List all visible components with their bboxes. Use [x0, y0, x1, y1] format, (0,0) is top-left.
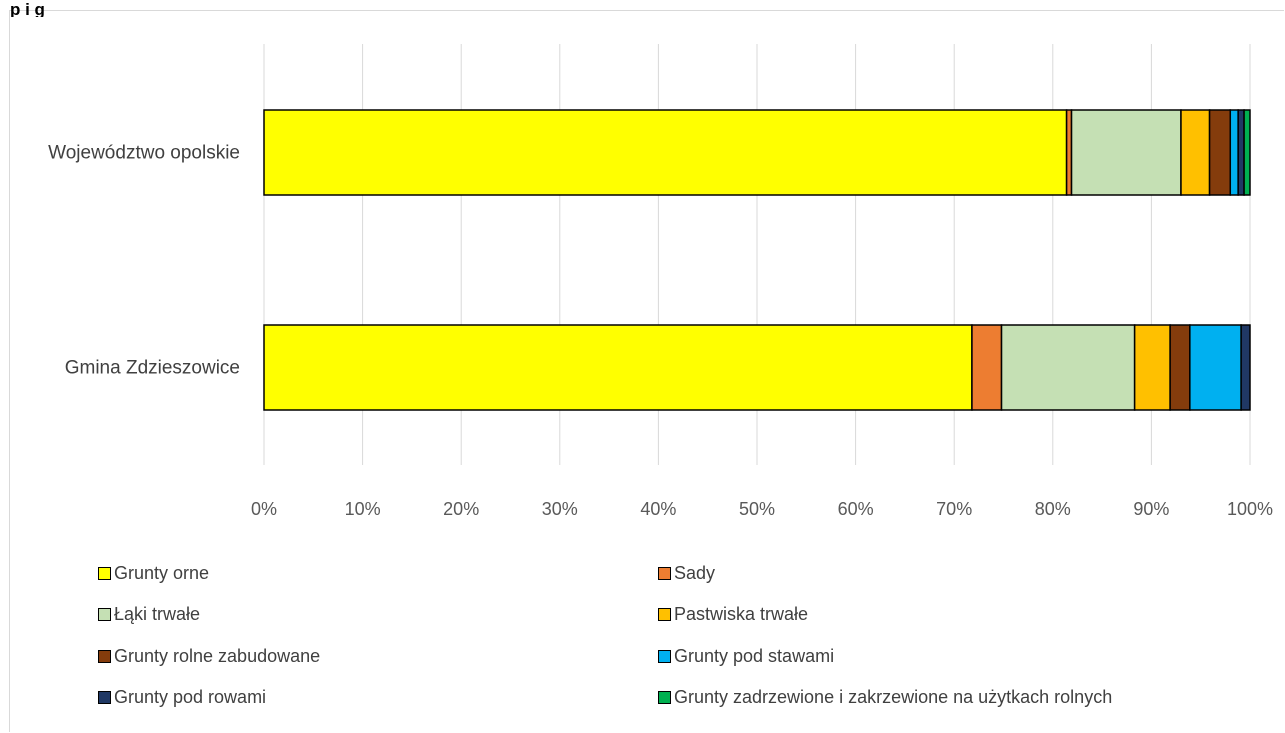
- stacked-bar-chart: Województwo opolskie Gmina Zdzieszowice 0…: [48, 44, 1273, 519]
- x-tick-labels: 0% 10% 20% 30% 40% 50% 60% 70% 80% 90% 100%: [251, 499, 1273, 519]
- legend-swatch: [98, 566, 111, 580]
- bars: [263, 109, 1251, 411]
- x-tick-label: 90%: [1133, 499, 1169, 519]
- x-tick-label: 80%: [1035, 499, 1071, 519]
- legend-item: Łąki trwałe: [98, 603, 200, 625]
- legend-swatch: [658, 607, 671, 621]
- legend-label: Grunty orne: [114, 562, 210, 583]
- legend-item: Grunty orne: [98, 562, 209, 584]
- x-tick-label: 10%: [345, 499, 381, 519]
- legend-swatch: [98, 690, 111, 704]
- legend-item: Grunty pod rowami: [98, 686, 266, 708]
- legend-item: Grunty rolne zabudowane: [98, 645, 320, 667]
- bar-segment: [1189, 324, 1242, 411]
- bar-segment: [1180, 109, 1211, 196]
- bar-segment: [1133, 324, 1171, 411]
- category-label: Województwo opolskie: [48, 143, 240, 164]
- legend-label: Grunty pod rowami: [114, 686, 267, 707]
- legend-item: Pastwiska trwałe: [658, 603, 808, 625]
- bar-segment: [1169, 324, 1191, 411]
- legend-item: Grunty zadrzewione i zakrzewione na użyt…: [658, 686, 1112, 708]
- legend-label: Grunty rolne zabudowane: [114, 645, 321, 666]
- legend-swatch: [658, 690, 671, 704]
- bar-segment: [1243, 109, 1251, 196]
- bar-segment: [1229, 109, 1239, 196]
- legend-label: Grunty pod stawami: [674, 645, 835, 666]
- legend-item: Sady: [658, 562, 715, 584]
- bar-segment: [1208, 109, 1232, 196]
- bar-segment: [1240, 324, 1251, 411]
- bar-segment: [1070, 109, 1182, 196]
- x-tick-label: 60%: [838, 499, 874, 519]
- bar-segment: [1000, 324, 1136, 411]
- legend-item: Grunty pod stawami: [658, 645, 834, 667]
- bar-segment: [263, 324, 973, 411]
- legend-swatch: [658, 566, 671, 580]
- bar-segment: [263, 109, 1068, 196]
- x-tick-label: 0%: [251, 499, 277, 519]
- bar-segment: [971, 324, 1003, 411]
- legend-label: Grunty zadrzewione i zakrzewione na użyt…: [674, 686, 1113, 707]
- legend-label: Sady: [674, 562, 716, 583]
- x-tick-label: 40%: [640, 499, 676, 519]
- legend-swatch: [658, 649, 671, 663]
- x-tick-label: 30%: [542, 499, 578, 519]
- category-label: Gmina Zdzieszowice: [65, 358, 240, 379]
- legend-label: Pastwiska trwałe: [674, 603, 809, 624]
- x-tick-label: 50%: [739, 499, 775, 519]
- chart-title-fragment: p i g: [10, 3, 45, 17]
- chart-frame: p i g: [9, 3, 1284, 732]
- x-tick-label: 100%: [1227, 499, 1273, 519]
- legend-label: Łąki trwałe: [114, 603, 201, 624]
- x-tick-label: 70%: [936, 499, 972, 519]
- legend-swatch: [98, 607, 111, 621]
- legend-swatch: [98, 649, 111, 663]
- bar-segment: [1237, 109, 1245, 196]
- category-labels: Województwo opolskie Gmina Zdzieszowice: [48, 143, 240, 379]
- x-tick-label: 20%: [443, 499, 479, 519]
